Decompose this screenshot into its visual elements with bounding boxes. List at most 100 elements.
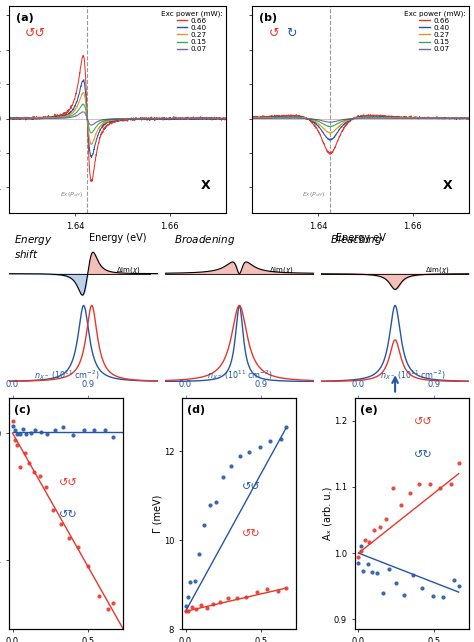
- Point: [274, 586, 282, 596]
- Point: [42, 482, 50, 492]
- Point: [192, 604, 200, 614]
- Point: [30, 467, 37, 478]
- Point: [224, 593, 232, 603]
- Point: [447, 479, 455, 489]
- Point: [184, 592, 191, 602]
- Point: [373, 568, 381, 578]
- Point: [22, 429, 30, 439]
- Point: [26, 458, 33, 468]
- Point: [184, 605, 191, 616]
- Text: ↺↺: ↺↺: [59, 478, 78, 487]
- Point: [361, 535, 368, 546]
- Point: [91, 424, 98, 435]
- Point: [109, 431, 117, 442]
- Point: [359, 566, 367, 576]
- Point: [355, 558, 362, 568]
- Point: [16, 429, 24, 440]
- Point: [364, 559, 372, 569]
- Point: [415, 479, 423, 489]
- Text: (d): (d): [187, 404, 205, 415]
- Point: [392, 578, 400, 588]
- Point: [217, 597, 224, 607]
- Point: [16, 462, 24, 472]
- Point: [109, 598, 117, 608]
- Point: [74, 542, 82, 552]
- Point: [186, 577, 194, 587]
- Point: [390, 483, 397, 493]
- Point: [182, 606, 189, 616]
- Point: [264, 584, 271, 594]
- Text: ↺↺: ↺↺: [25, 27, 46, 40]
- Text: $\Delta$Im($\chi$): $\Delta$Im($\chi$): [116, 265, 141, 275]
- Point: [27, 428, 35, 438]
- Point: [437, 483, 444, 493]
- Point: [406, 488, 414, 498]
- Point: [195, 548, 203, 559]
- X-axis label: Energy eV: Energy eV: [336, 234, 386, 243]
- Point: [385, 564, 392, 574]
- Point: [233, 593, 241, 603]
- Text: (b): (b): [259, 13, 277, 22]
- Point: [382, 514, 390, 525]
- Text: ↺↻: ↺↻: [241, 528, 260, 539]
- Point: [200, 521, 208, 531]
- Point: [203, 603, 210, 613]
- Text: ↺↻: ↺↻: [59, 510, 78, 520]
- Text: $\Delta$Im($\chi$): $\Delta$Im($\chi$): [425, 265, 450, 275]
- Point: [357, 546, 365, 556]
- X-axis label: $n_{X^-}$ (10$^{11}$ cm$^{-2}$): $n_{X^-}$ (10$^{11}$ cm$^{-2}$): [207, 369, 272, 383]
- Point: [379, 587, 387, 598]
- Point: [188, 602, 195, 612]
- Text: ↺↺: ↺↺: [414, 417, 433, 428]
- Point: [104, 604, 112, 614]
- Point: [410, 570, 417, 580]
- Text: (c): (c): [14, 404, 31, 415]
- X-axis label: $n_{X^-}$ (10$^{11}$ cm$^{-2}$): $n_{X^-}$ (10$^{11}$ cm$^{-2}$): [380, 369, 445, 383]
- Point: [212, 496, 219, 507]
- Point: [440, 592, 447, 602]
- Point: [368, 568, 376, 578]
- Point: [357, 541, 365, 551]
- Text: $\it{shift}$: $\it{shift}$: [14, 248, 39, 260]
- Point: [36, 471, 44, 482]
- Point: [253, 586, 261, 596]
- Y-axis label: Γ (meV): Γ (meV): [152, 494, 162, 533]
- Text: X: X: [443, 178, 453, 191]
- Point: [355, 551, 362, 562]
- Point: [13, 440, 21, 451]
- Text: (e): (e): [360, 404, 378, 415]
- Point: [13, 429, 21, 439]
- Text: ↻: ↻: [286, 27, 297, 40]
- Legend: 0.66, 0.40, 0.27, 0.15, 0.07: 0.66, 0.40, 0.27, 0.15, 0.07: [161, 10, 223, 52]
- Point: [191, 577, 199, 587]
- Point: [455, 581, 463, 591]
- Point: [182, 601, 189, 611]
- Point: [219, 472, 227, 482]
- Point: [455, 458, 463, 468]
- X-axis label: Energy (eV): Energy (eV): [89, 234, 146, 243]
- Point: [256, 442, 264, 452]
- Point: [282, 583, 290, 593]
- Point: [44, 428, 51, 438]
- Point: [11, 424, 18, 435]
- Text: ↺↻: ↺↻: [414, 450, 433, 460]
- Point: [37, 427, 45, 437]
- Point: [282, 422, 290, 432]
- Point: [370, 525, 377, 535]
- Text: $E_X(P_{off})$: $E_X(P_{off})$: [302, 190, 326, 199]
- Point: [95, 591, 103, 602]
- Text: (a): (a): [16, 13, 34, 22]
- Point: [450, 575, 458, 586]
- Point: [426, 478, 434, 489]
- Text: $\Delta$Im($\chi$): $\Delta$Im($\chi$): [270, 265, 294, 275]
- Point: [57, 519, 65, 529]
- Point: [400, 590, 408, 600]
- Text: $E_X(P_{off})$: $E_X(P_{off})$: [60, 190, 82, 199]
- Point: [101, 425, 109, 435]
- Point: [197, 600, 204, 610]
- Point: [277, 434, 285, 444]
- Point: [246, 447, 253, 457]
- Text: X: X: [201, 178, 210, 191]
- Text: ↺↺: ↺↺: [241, 482, 260, 492]
- Point: [267, 435, 274, 446]
